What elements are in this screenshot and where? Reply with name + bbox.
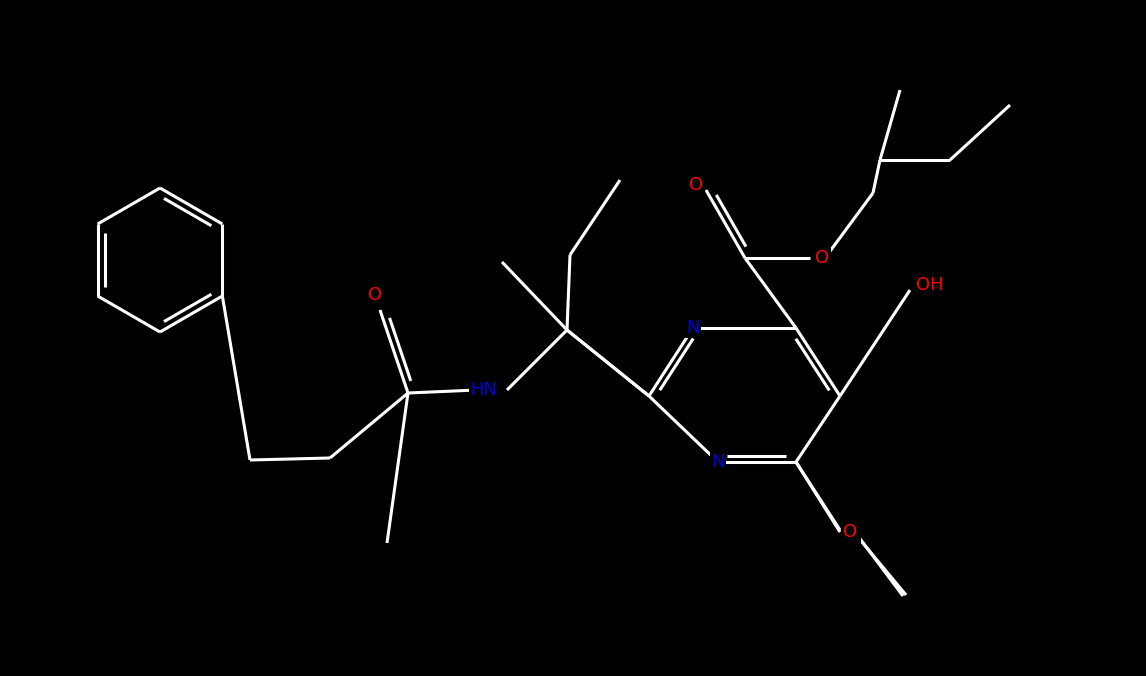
Text: O: O (843, 523, 857, 541)
Text: OH: OH (916, 276, 944, 294)
Text: O: O (368, 286, 382, 304)
Text: O: O (845, 526, 860, 544)
Text: O: O (815, 249, 829, 267)
Text: HN: HN (470, 381, 497, 399)
Text: O: O (689, 176, 702, 194)
Text: N: N (712, 453, 724, 471)
Text: N: N (686, 319, 700, 337)
